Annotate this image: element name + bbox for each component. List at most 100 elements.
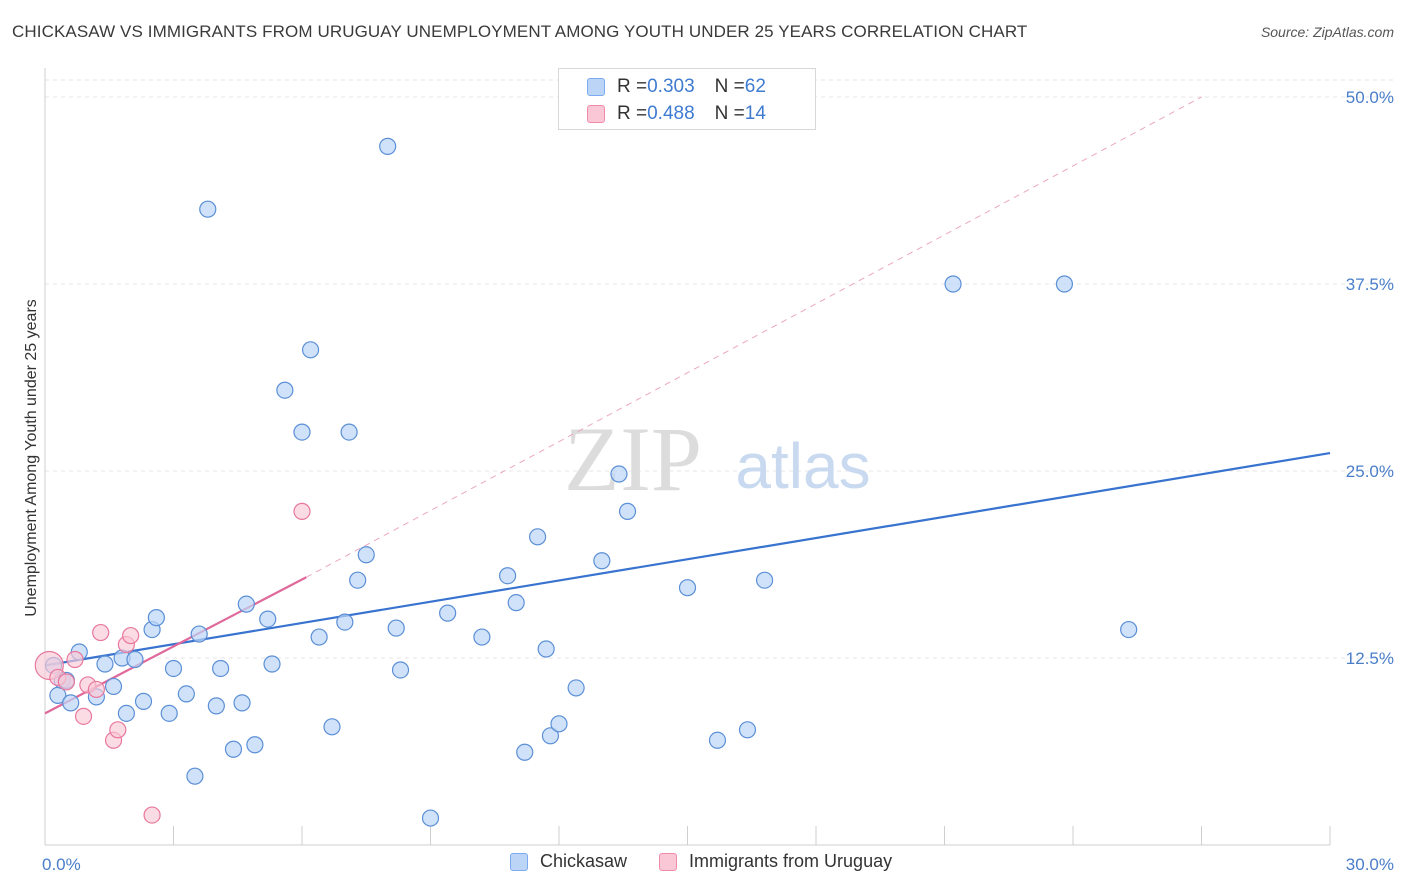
point-chickasaw (439, 604, 457, 622)
point-chickasaw (186, 767, 204, 785)
r-value: 0.303 (647, 76, 695, 97)
point-chickasaw (164, 659, 183, 678)
r-label: R = (617, 103, 648, 124)
point-chickasaw (678, 579, 697, 597)
point-chickasaw (499, 567, 517, 585)
chart-title: CHICKASAW VS IMMIGRANTS FROM URUGUAY UNE… (12, 22, 1028, 41)
point-chickasaw (567, 679, 585, 697)
point-chickasaw (336, 613, 354, 631)
point-uruguay (57, 673, 76, 691)
point-chickasaw (944, 275, 962, 293)
point-chickasaw (541, 727, 560, 745)
watermark-atlas: atlas (735, 430, 870, 502)
point-uruguay (74, 707, 93, 725)
watermark-zip: ZIP (564, 408, 702, 510)
point-chickasaw (755, 571, 774, 589)
point-chickasaw (117, 704, 135, 722)
point-chickasaw (516, 743, 534, 761)
point-chickasaw (550, 715, 568, 733)
point-chickasaw (301, 341, 320, 359)
source-label: Source: ZipAtlas.com (1260, 24, 1394, 40)
y-tick-labels: 12.5% 25.0% 37.5% 50.0% (1346, 88, 1394, 668)
point-chickasaw (177, 685, 195, 703)
point-chickasaw (357, 546, 375, 564)
point-chickasaw (224, 740, 243, 758)
point-chickasaw (1055, 275, 1074, 293)
point-chickasaw (246, 736, 264, 754)
point-chickasaw (212, 659, 230, 678)
y-tick-label: 37.5% (1346, 275, 1394, 294)
point-chickasaw (276, 381, 294, 399)
point-chickasaw (233, 694, 251, 712)
point-chickasaw (190, 625, 208, 643)
point-chickasaw (62, 694, 80, 712)
stats-legend: R = 0.303 N = 62 R = 0.488 N = 14 (558, 68, 816, 130)
x-tick-labels: 0.0% 30.0% (42, 855, 1394, 874)
legend-label-chickasaw: Chickasaw (540, 851, 628, 871)
point-chickasaw (259, 610, 277, 628)
point-uruguay (66, 650, 84, 669)
axes (44, 68, 1331, 846)
stats-row-chickasaw: R = 0.303 N = 62 (587, 74, 766, 100)
legend-swatch-chickasaw (510, 852, 528, 871)
point-chickasaw (708, 731, 727, 749)
point-chickasaw (147, 609, 165, 627)
point-chickasaw (618, 502, 637, 520)
legend-swatch-uruguay (659, 852, 678, 871)
point-chickasaw (421, 809, 440, 827)
series-legend: Chickasaw Immigrants from Uruguay (510, 851, 924, 872)
y-tick-label: 12.5% (1346, 649, 1394, 668)
n-label: N = (714, 76, 745, 97)
y-tick-label: 25.0% (1346, 462, 1394, 481)
grid-lines (45, 79, 1394, 659)
trend-line-uruguay-extended (306, 96, 1202, 578)
point-chickasaw (263, 655, 281, 673)
n-value: 14 (744, 103, 766, 124)
point-chickasaw (387, 619, 405, 637)
point-uruguay (109, 721, 127, 739)
point-uruguay (122, 626, 140, 645)
point-uruguay (87, 680, 106, 699)
point-uruguay (143, 806, 161, 824)
n-value: 62 (744, 76, 766, 97)
point-chickasaw (310, 628, 328, 646)
x-tick-label: 30.0% (1346, 855, 1394, 874)
point-chickasaw (96, 655, 114, 673)
legend-item-uruguay[interactable]: Immigrants from Uruguay (659, 851, 892, 872)
point-chickasaw (391, 661, 410, 679)
point-chickasaw (340, 423, 358, 441)
point-uruguay (293, 502, 311, 520)
point-chickasaw (237, 595, 255, 613)
x-tick-label: 0.0% (42, 855, 81, 874)
trend-line-chickasaw (44, 451, 1331, 667)
y-tick-label: 50.0% (1346, 88, 1394, 107)
stats-row-uruguay: R = 0.488 N = 14 (587, 101, 766, 127)
data-points (34, 137, 1138, 827)
y-axis-label: Unemployment Among Youth under 25 years (23, 299, 40, 617)
point-chickasaw (1120, 620, 1138, 639)
point-chickasaw (610, 465, 628, 483)
point-chickasaw (473, 628, 491, 646)
point-chickasaw (293, 423, 311, 441)
point-chickasaw (507, 594, 525, 612)
legend-item-chickasaw[interactable]: Chickasaw (510, 851, 627, 872)
point-chickasaw (593, 552, 611, 570)
swatch-uruguay (587, 105, 605, 123)
point-chickasaw (207, 697, 225, 715)
point-chickasaw (134, 692, 153, 710)
point-chickasaw (537, 640, 555, 658)
point-chickasaw (104, 677, 123, 696)
point-chickasaw (349, 571, 367, 589)
trend-lines (44, 96, 1331, 715)
point-chickasaw (199, 200, 217, 218)
point-chickasaw (379, 137, 397, 155)
point-chickasaw (528, 528, 547, 546)
swatch-chickasaw (587, 78, 605, 96)
point-chickasaw (160, 704, 178, 722)
r-label: R = (617, 76, 648, 97)
point-chickasaw (323, 718, 341, 736)
legend-label-uruguay: Immigrants from Uruguay (689, 851, 893, 871)
point-chickasaw (738, 721, 757, 739)
point-chickasaw (126, 650, 144, 669)
